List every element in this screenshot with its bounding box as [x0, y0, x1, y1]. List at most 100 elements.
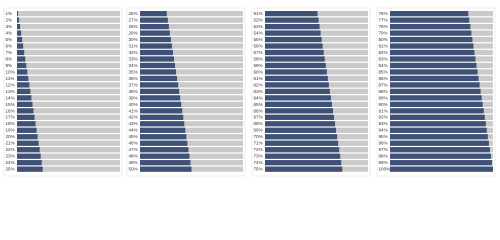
bar-fill [17, 88, 31, 95]
bar-fill [390, 160, 492, 166]
bar-label: 66% [254, 108, 263, 113]
bar-track [17, 62, 120, 69]
bar-fill [17, 140, 39, 146]
bar-track [17, 147, 120, 153]
bar-fill [390, 153, 491, 159]
bar-fill [17, 108, 34, 114]
bar-fill [390, 56, 476, 62]
bar-fill [17, 56, 26, 62]
bar-label: 65% [254, 102, 263, 107]
bar-fill [390, 75, 479, 82]
bar-track [140, 134, 243, 140]
bar-fill [265, 88, 330, 95]
bar-track [17, 11, 120, 17]
bar-track [140, 95, 243, 101]
bar-fill [17, 11, 19, 17]
bar-track [17, 108, 120, 114]
bar-label: 23% [6, 154, 15, 159]
bar-fill [265, 95, 331, 101]
bar-fill [17, 75, 29, 82]
bar-fill [390, 127, 487, 133]
bar-label: 21% [6, 141, 15, 146]
bar-fill [17, 160, 42, 166]
bar-track [17, 121, 120, 127]
bar-label: 31% [129, 43, 138, 48]
bar-fill [17, 69, 28, 75]
bar-label: 2% [6, 18, 13, 23]
bar-label: 80% [379, 37, 388, 42]
bar-label: 8% [6, 56, 13, 61]
bar-label: 95% [379, 134, 388, 139]
bar-fill [140, 30, 170, 36]
bar-label: 68% [254, 121, 263, 126]
bar-fill [140, 166, 192, 172]
bar-track [17, 88, 120, 95]
bar-label: 46% [129, 141, 138, 146]
bar-label: 56% [254, 43, 263, 48]
bar-track [140, 127, 243, 133]
bar-fill [140, 127, 186, 133]
bar-track [140, 121, 243, 127]
bar-label: 13% [6, 89, 15, 94]
bar-fill [390, 114, 485, 120]
bar-label: 81% [379, 43, 388, 48]
bar-fill [265, 69, 327, 75]
bar-fill [140, 134, 187, 140]
bar-label: 87% [379, 82, 388, 87]
progress-bars: 1% 2%3%4% 5%6% 7%8% 9%10% 11%12% 13%14% 15%16% 1… [3, 7, 496, 177]
bar-label: 18% [6, 121, 15, 126]
bar-track [17, 160, 120, 166]
bar-label: 63% [254, 89, 263, 94]
bar-fill [390, 140, 489, 146]
bar-label: 48% [129, 154, 138, 159]
bar-label: 28% [129, 24, 138, 29]
bar-label: 30% [129, 37, 138, 42]
bar-track [140, 147, 243, 153]
bar-fill [17, 30, 22, 36]
bar-track [17, 95, 120, 101]
bar-track [17, 140, 120, 146]
bar-track [140, 153, 243, 159]
bar-track [17, 36, 120, 43]
bar-fill [265, 147, 340, 153]
bar-label: 50% [129, 167, 138, 172]
bar-fill [17, 49, 25, 56]
bar-label: 77% [379, 18, 388, 23]
bar-fill [17, 36, 23, 43]
bar-label: 24% [6, 160, 15, 165]
bar-label: 10% [6, 69, 15, 74]
bar-fill [140, 11, 167, 17]
bar-track [17, 69, 120, 75]
bar-track [17, 56, 120, 62]
bar-label: 60% [254, 69, 263, 74]
bar-label: 86% [379, 76, 388, 81]
bar-label: 1% [6, 11, 13, 16]
bar-label: 92% [379, 115, 388, 120]
bar-label: 49% [129, 160, 138, 165]
bar-label: 22% [6, 147, 15, 152]
bar-label: 32% [129, 50, 138, 55]
bar-label: 47% [129, 147, 138, 152]
bar-fill [17, 114, 35, 120]
bar-label: 4% [6, 30, 13, 35]
bar-label: 94% [379, 128, 388, 133]
bar-track [140, 56, 243, 62]
bar-fill [265, 17, 319, 23]
bar-track [17, 49, 120, 56]
bar-fill [390, 17, 470, 23]
bar-label: 73% [254, 154, 263, 159]
bar-fill [17, 101, 33, 107]
bar-track [140, 36, 243, 43]
bar-label: 58% [254, 56, 263, 61]
bar-fill [17, 134, 38, 140]
bar-label: 88% [379, 89, 388, 94]
bar-track [17, 75, 120, 82]
bar-track [140, 30, 243, 36]
bar-label: 76% [379, 11, 388, 16]
bar-fill [140, 147, 189, 153]
bar-label: 69% [254, 128, 263, 133]
bar-track [140, 75, 243, 82]
bar-fill [265, 36, 322, 43]
bar-label: 61% [254, 76, 263, 81]
bar-label: 29% [129, 30, 138, 35]
